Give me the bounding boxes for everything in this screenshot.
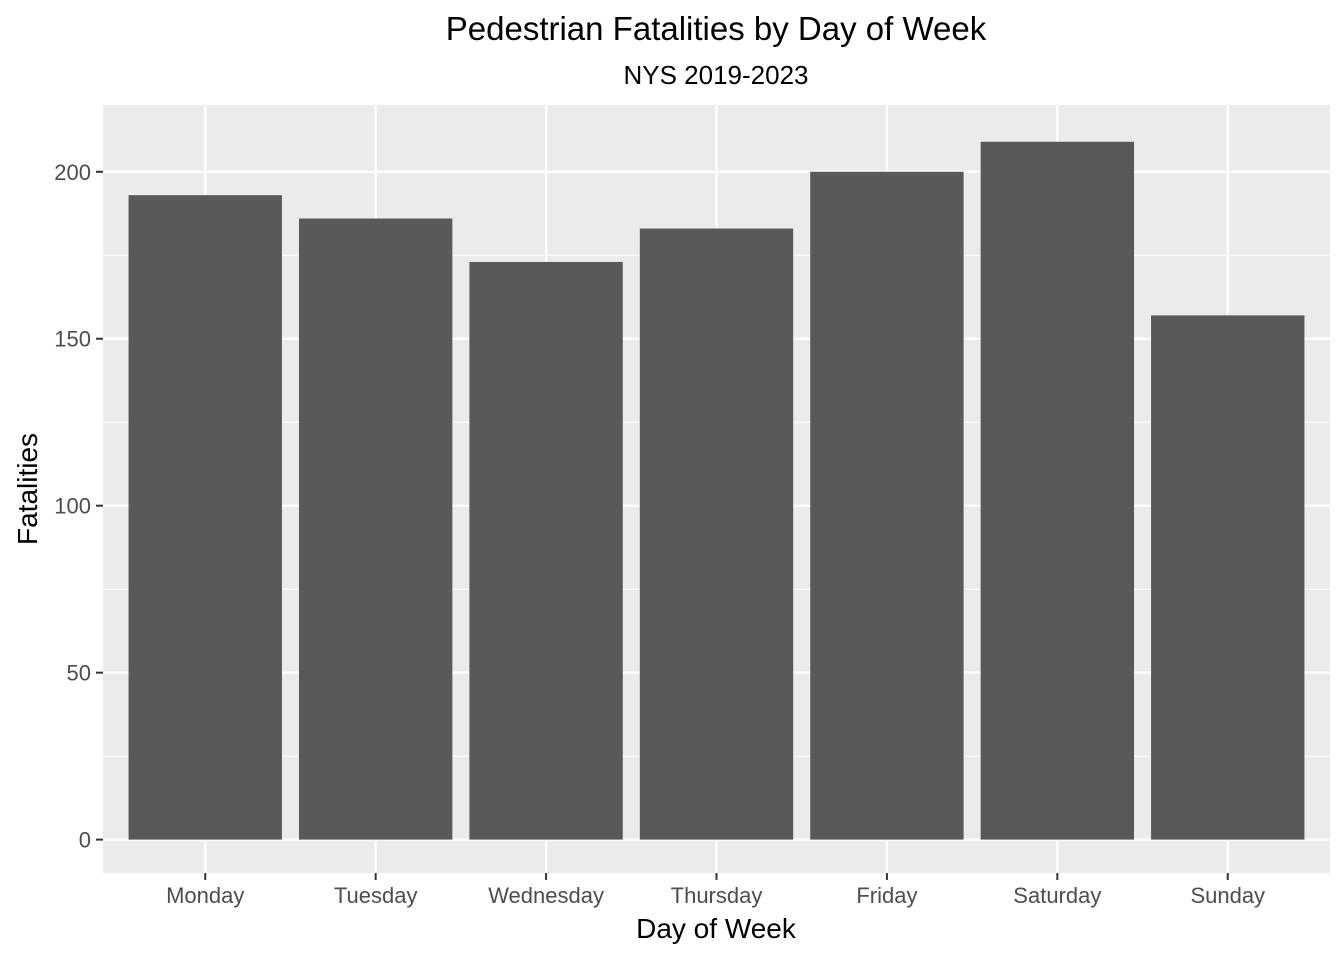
- x-tick-label: Monday: [166, 883, 244, 908]
- chart-title: Pedestrian Fatalities by Day of Week: [446, 10, 987, 47]
- y-tick-label: 150: [54, 327, 91, 352]
- x-tick-label: Saturday: [1013, 883, 1101, 908]
- bar-friday: [810, 171, 964, 840]
- x-axis: Monday Tuesday Wednesday Thursday Friday Satu…: [166, 873, 1265, 908]
- y-tick-label: 200: [54, 160, 91, 185]
- bar-wednesday: [469, 261, 623, 840]
- x-tick-label: Sunday: [1190, 883, 1265, 908]
- y-tick-label: 100: [54, 494, 91, 519]
- y-axis-title: Fatalities: [12, 433, 43, 545]
- x-tick-label: Tuesday: [334, 883, 418, 908]
- bar-tuesday: [298, 218, 453, 840]
- y-tick-label: 0: [79, 828, 91, 853]
- bars: [128, 141, 1305, 840]
- x-tick-label: Wednesday: [488, 883, 604, 908]
- x-tick-label: Thursday: [671, 883, 763, 908]
- bar-saturday: [980, 141, 1135, 840]
- chart-subtitle: NYS 2019-2023: [623, 60, 808, 90]
- y-axis: 0 50 100 150 200: [54, 160, 103, 853]
- x-axis-title: Day of Week: [636, 913, 797, 944]
- x-tick-label: Friday: [856, 883, 917, 908]
- bar-sunday: [1151, 315, 1305, 840]
- y-tick-label: 50: [67, 661, 91, 686]
- bar-monday: [128, 195, 282, 840]
- bar-thursday: [639, 228, 794, 840]
